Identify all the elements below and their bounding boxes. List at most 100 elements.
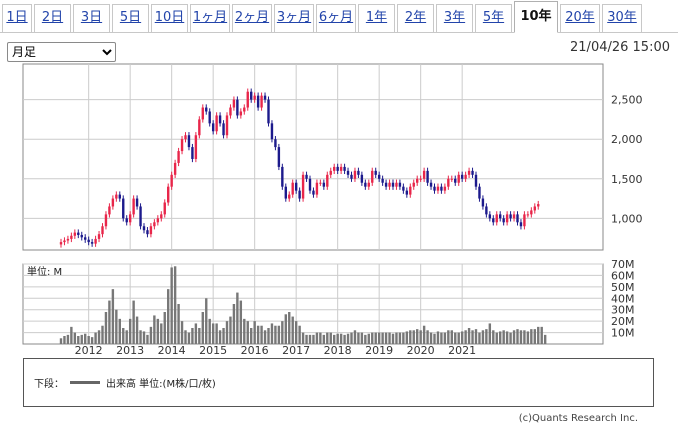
volume-bar	[481, 330, 485, 344]
tab-period[interactable]: 1ヶ月	[190, 4, 230, 32]
tab-period[interactable]: 20年	[560, 4, 600, 32]
candle-body	[66, 238, 70, 241]
candle-body	[125, 218, 128, 223]
volume-bar	[277, 325, 281, 344]
candle-body	[471, 170, 474, 175]
volume-tick-label: 40M	[611, 292, 635, 305]
candle-body	[298, 190, 301, 199]
candle-body	[277, 147, 281, 167]
volume-bar	[509, 332, 512, 344]
volume-bar	[454, 332, 457, 344]
volume-bar	[108, 300, 111, 344]
candle-body	[194, 135, 198, 159]
volume-bar	[63, 336, 66, 344]
candle-body	[523, 214, 526, 227]
tab-period[interactable]: 2ヶ月	[232, 4, 272, 32]
volume-bar	[499, 331, 502, 344]
volume-bar	[236, 292, 239, 344]
candle-body	[346, 170, 350, 175]
x-tick-label: 2016	[241, 344, 269, 357]
candle-period-select[interactable]: 月足	[7, 42, 116, 62]
volume-bar	[312, 334, 315, 344]
candle-body	[333, 166, 336, 171]
volume-bar	[526, 331, 530, 344]
candle-body	[236, 99, 239, 116]
tab-period[interactable]: 6ヶ月	[316, 4, 356, 32]
volume-bar	[132, 300, 135, 344]
volume-bar	[333, 334, 336, 344]
tab-period[interactable]: 2日	[34, 4, 71, 32]
price-panel	[22, 63, 604, 251]
y-tick-label: 2,500	[611, 94, 643, 107]
tab-period[interactable]: 2年	[397, 4, 434, 32]
tab-period[interactable]: 5日	[112, 4, 149, 32]
candle-body	[288, 194, 291, 199]
y-tick-label: 1,500	[611, 173, 643, 186]
volume-bar	[391, 333, 395, 344]
candle-body	[118, 194, 121, 199]
x-tick-label: 2020	[407, 344, 435, 357]
volume-bar	[281, 321, 284, 344]
candle-body	[170, 174, 173, 187]
tab-period[interactable]: 30年	[602, 4, 642, 32]
x-tick-label: 2012	[75, 344, 103, 357]
candle-body	[440, 186, 443, 191]
volume-bar	[540, 326, 543, 344]
volume-bar	[59, 338, 63, 344]
copyright: (c)Quants Research Inc.	[518, 413, 638, 424]
volume-bar	[66, 334, 70, 344]
volume-bar	[250, 328, 253, 344]
tab-period[interactable]: 10年	[514, 1, 558, 33]
volume-bar	[167, 289, 170, 344]
tab-period[interactable]: 3ヶ月	[274, 4, 314, 32]
candle-body	[502, 218, 505, 223]
candle-body	[263, 95, 267, 100]
tab-period[interactable]: 5年	[475, 4, 512, 32]
volume-tick-label: 70M	[611, 258, 635, 271]
volume-bar	[253, 321, 256, 344]
candle-body	[488, 214, 492, 219]
candle-body	[239, 111, 243, 116]
candle-body	[284, 186, 287, 199]
tab-period[interactable]: 1日	[2, 4, 32, 32]
volume-tick-label: 20M	[611, 315, 635, 328]
candle-body	[485, 206, 488, 215]
candle-body	[177, 151, 180, 163]
volume-bar	[329, 332, 332, 344]
volume-bar	[384, 332, 388, 344]
candle-body	[104, 214, 108, 227]
volume-bar	[173, 266, 177, 344]
volume-bar	[502, 330, 505, 344]
tab-period[interactable]: 3日	[73, 4, 110, 32]
candle-body	[412, 182, 415, 187]
candle-body	[526, 214, 530, 216]
volume-bar	[377, 332, 381, 344]
volume-bar	[308, 334, 312, 344]
candle-body	[322, 182, 326, 187]
tab-period[interactable]: 1年	[358, 4, 395, 32]
volume-bar	[426, 330, 429, 344]
volume-bar	[97, 330, 101, 344]
candle-body	[167, 186, 170, 203]
candle-body	[443, 186, 447, 191]
candle-body	[464, 174, 467, 179]
volume-bar	[194, 323, 198, 344]
volume-bar	[433, 333, 436, 344]
volume-bar	[322, 334, 326, 344]
volume-bar	[73, 332, 77, 344]
tab-period[interactable]: 10日	[151, 4, 188, 32]
candle-body	[146, 230, 149, 235]
volume-bar	[457, 332, 460, 344]
volume-bar	[153, 315, 156, 344]
candle-body	[187, 135, 191, 148]
tab-period[interactable]: 3年	[436, 4, 473, 32]
x-tick-label: 2019	[365, 344, 393, 357]
candle-body	[364, 182, 367, 187]
volume-bar	[464, 330, 467, 344]
volume-bar	[246, 321, 249, 344]
volume-bar	[405, 331, 409, 344]
volume-bar	[450, 330, 453, 344]
candle-body	[409, 186, 412, 195]
volume-bar	[77, 336, 80, 344]
volume-bar	[436, 331, 440, 344]
